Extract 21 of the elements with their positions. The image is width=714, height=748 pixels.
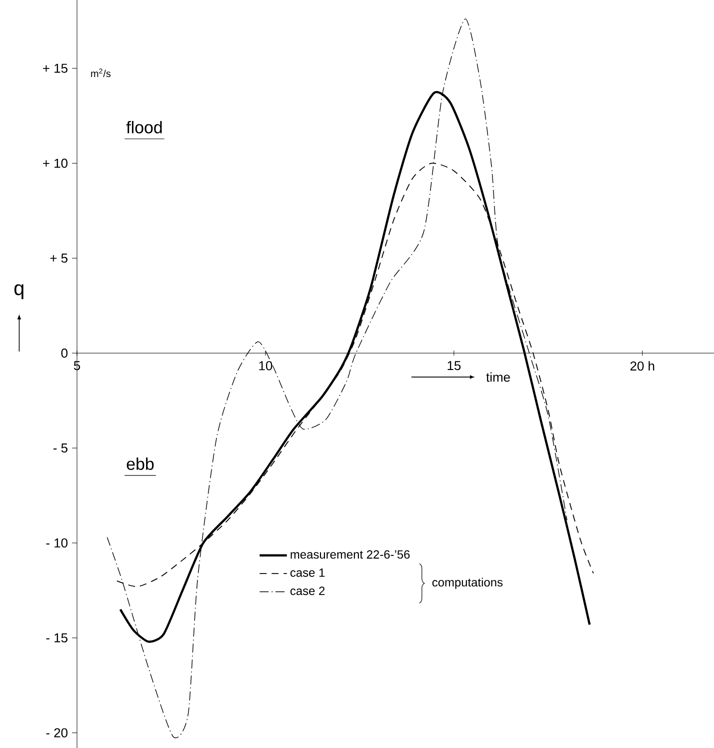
y-tick-label: - 5 bbox=[53, 444, 68, 453]
y-tick-label: - 20 bbox=[46, 728, 68, 738]
y-tick-label: 0 bbox=[61, 348, 68, 358]
legend-label: case 2 bbox=[290, 586, 325, 596]
annotation: ebb bbox=[126, 458, 154, 470]
legend-label: measurement 22-6-’56 bbox=[290, 550, 410, 559]
y-tick-label: + 15 bbox=[43, 64, 68, 73]
y-axis-title: q bbox=[14, 284, 24, 300]
annotation: computations bbox=[432, 578, 503, 589]
x-tick-label: 5 bbox=[74, 361, 80, 370]
y-tick-label: - 15 bbox=[46, 633, 68, 642]
y-tick-label: - 10 bbox=[46, 538, 68, 548]
x-axis-title: time bbox=[486, 372, 510, 382]
x-tick-label: 15 bbox=[448, 361, 461, 370]
y-tick-label: + 5 bbox=[50, 254, 68, 263]
annotation: flood bbox=[126, 120, 162, 134]
x-tick-label: 20 h bbox=[630, 361, 654, 371]
annotation: m$^{2}$/s bbox=[91, 68, 111, 78]
x-tick-label: 10 bbox=[259, 361, 272, 370]
legend-label: case 1 bbox=[290, 568, 325, 577]
y-tick-label: + 10 bbox=[43, 158, 68, 168]
